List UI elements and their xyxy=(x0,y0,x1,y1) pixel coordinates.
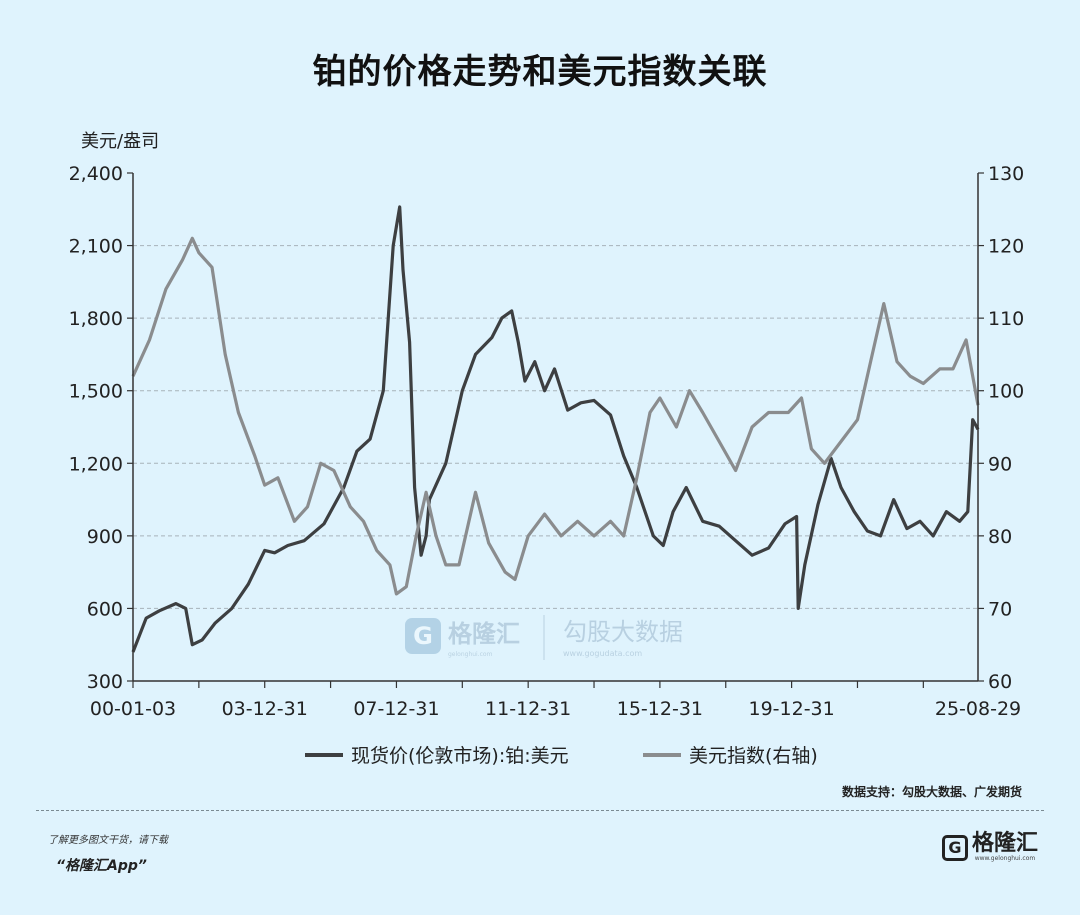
y-right-tick-label: 80 xyxy=(988,526,1012,548)
y-right-tick-label: 110 xyxy=(988,308,1024,330)
watermark-brand1-url: gelonghui.com xyxy=(448,651,493,658)
chart-title: 铂的价格走势和美元指数关联 xyxy=(312,52,768,92)
legend: 现货价(伦敦市场):铂:美元 美元指数(右轴) xyxy=(305,745,818,767)
gridlines xyxy=(133,245,978,609)
watermark-brand2: 勾股大数据 xyxy=(563,618,683,646)
chart: G 格隆汇 gelonghui.com 勾股大数据 www.gogudata.c… xyxy=(69,131,1025,767)
x-tick-label: 19-12-31 xyxy=(748,698,834,720)
brand-logo: G 格隆汇 www.gelonghui.com xyxy=(941,831,1038,862)
y-left-tick-label: 1,500 xyxy=(69,381,123,403)
legend-label-1: 现货价(伦敦市场):铂:美元 xyxy=(351,745,569,767)
y-left-tick-label: 600 xyxy=(87,598,123,620)
x-tick-label: 25-08-29 xyxy=(935,698,1021,720)
y-right-tick-label: 120 xyxy=(988,236,1024,258)
watermark-brand1: 格隆汇 xyxy=(448,620,520,648)
brand-url: www.gelonghui.com xyxy=(974,855,1036,862)
x-tick-label: 15-12-31 xyxy=(617,698,703,720)
promo-app-name: “格隆汇App” xyxy=(56,858,147,874)
series-line-1 xyxy=(131,205,980,653)
y-right-tick-label: 70 xyxy=(988,598,1012,620)
y-right-tick-label: 100 xyxy=(988,381,1024,403)
y-right-tick-label: 90 xyxy=(988,453,1012,475)
g-square-icon: G xyxy=(941,834,968,861)
y-left-tick-label: 300 xyxy=(87,671,123,693)
y-left-tick-label: 2,400 xyxy=(69,163,123,185)
x-tick-label: 11-12-31 xyxy=(485,698,571,720)
x-tick-label: 07-12-31 xyxy=(353,698,439,720)
series-group xyxy=(131,205,980,653)
legend-label-2: 美元指数(右轴) xyxy=(689,745,818,767)
series-line-2 xyxy=(131,236,980,596)
y-left-tick-label: 2,100 xyxy=(69,236,123,258)
footer-divider xyxy=(36,810,1044,811)
y-right-tick-label: 130 xyxy=(988,163,1024,185)
y-left-unit: 美元/盎司 xyxy=(81,131,159,152)
y-left-tick-label: 900 xyxy=(87,526,123,548)
y-right-tick-label: 60 xyxy=(988,671,1012,693)
x-tick-label: 03-12-31 xyxy=(222,698,308,720)
y-left-tick-label: 1,200 xyxy=(69,453,123,475)
x-tick-label: 00-01-03 xyxy=(90,698,176,720)
watermark-brand2-url: www.gogudata.com xyxy=(563,649,642,658)
watermark-logo-icon xyxy=(405,618,441,654)
y-left-tick-label: 1,800 xyxy=(69,308,123,330)
watermark-logo-glyph: G xyxy=(413,622,433,650)
watermark: G 格隆汇 gelonghui.com 勾股大数据 www.gogudata.c… xyxy=(405,615,683,660)
data-source: 数据支持：勾股大数据、广发期货 xyxy=(841,785,1022,799)
promo-text: 了解更多图文干货，请下载 xyxy=(48,835,168,846)
brand-name: 格隆汇 xyxy=(971,831,1038,856)
axes: 300 600 900 1,200 1,500 1,800 2,100 2,400 60 70 80… xyxy=(69,131,1025,720)
